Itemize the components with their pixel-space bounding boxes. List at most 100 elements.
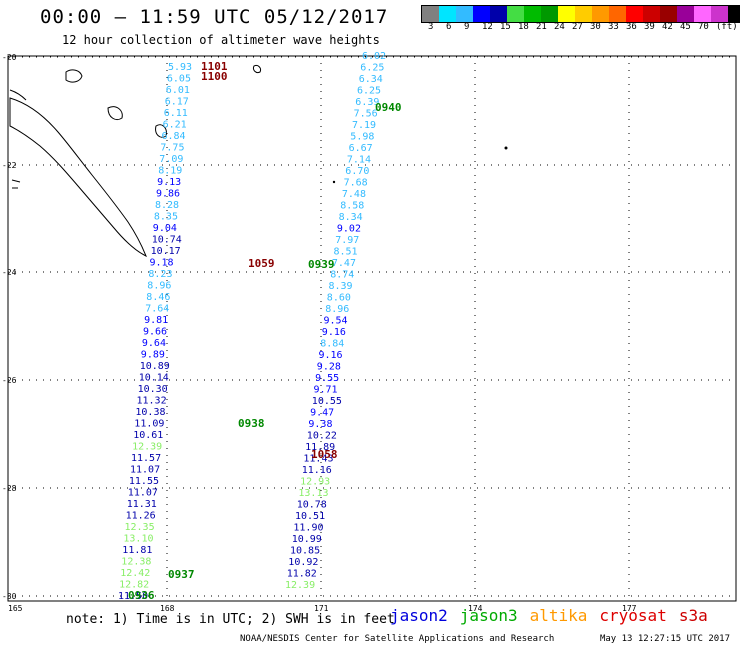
color-scale-label: 9: [464, 22, 470, 32]
wave-height-value: 10.92: [288, 557, 318, 568]
wave-height-value: 6.84: [162, 131, 186, 142]
map-frame: [7, 55, 737, 602]
wave-height-value: 6.11: [164, 108, 188, 119]
color-scale-label: 24: [554, 22, 565, 32]
pass-time-label: 1101: [201, 60, 228, 73]
color-scale-label: 6: [446, 22, 452, 32]
wave-height-value: 9.04: [153, 223, 177, 234]
generated-timestamp: May 13 12:27:15 UTC 2017: [599, 634, 730, 644]
wave-height-value: 9.89: [141, 350, 165, 361]
wave-height-value: 9.86: [156, 189, 180, 200]
longitude-label: 174: [468, 604, 483, 613]
longitude-label: 177: [622, 604, 637, 613]
wave-height-value: 6.34: [359, 74, 383, 85]
color-swatch: [422, 6, 439, 22]
wave-height-value: 11.31: [127, 499, 157, 510]
wave-height-value: 5.93: [168, 62, 192, 73]
color-scale-label: 45: [680, 22, 691, 32]
wave-height-value: 10.61: [133, 430, 163, 441]
latitude-label: -20: [2, 53, 17, 62]
wave-height-value: 11.50: [118, 591, 148, 602]
color-scale-label: 33: [608, 22, 619, 32]
pass-time-label: 0936: [128, 589, 155, 602]
wave-height-value: 7.47: [332, 258, 356, 269]
wave-height-value: 8.39: [329, 281, 353, 292]
pass-time-label: 0937: [168, 568, 195, 581]
wave-height-value: 9.28: [317, 362, 341, 373]
wave-height-value: 12.39: [132, 442, 162, 453]
latitude-label: -22: [2, 161, 17, 170]
map-border: [7, 55, 737, 602]
color-scale-label: 39: [644, 22, 655, 32]
wave-height-value: 10.55: [312, 396, 342, 407]
wave-height-value: 8.34: [339, 212, 363, 223]
wave-height-value: 9.54: [324, 316, 348, 327]
color-swatch: [575, 6, 592, 22]
wave-height-value: 6.25: [357, 86, 381, 97]
color-scale-label: 21: [536, 22, 547, 32]
wave-height-value: 7.56: [354, 109, 378, 120]
color-swatch: [660, 6, 677, 22]
wave-height-value: 9.81: [144, 315, 168, 326]
wave-height-value: 12.35: [125, 522, 155, 533]
color-scale-labels: 3 6 9 12 15 18 21 24 27 30 33 36 39 42 45 70 (ft): [421, 22, 738, 34]
wave-height-value: 5.98: [350, 132, 374, 143]
wave-height-value: 8.19: [158, 166, 182, 177]
wave-height-value: 13.13: [298, 488, 328, 499]
wave-height-value: 10.51: [295, 511, 325, 522]
latitude-label: -26: [2, 376, 17, 385]
wave-height-value: 10.78: [297, 500, 327, 511]
color-scale-label: 36: [626, 22, 637, 32]
wave-height-value: 8.58: [340, 201, 364, 212]
legend-jason2: jason2: [390, 606, 448, 625]
wave-height-value: 8.74: [330, 270, 354, 281]
color-swatch: [609, 6, 626, 22]
color-scale-label: 30: [590, 22, 601, 32]
coastline-islet: [253, 65, 261, 73]
wave-height-value: 10.99: [292, 534, 322, 545]
map-subtitle: 12 hour collection of altimeter wave hei…: [62, 33, 380, 47]
wave-height-value: 9.71: [314, 385, 338, 396]
wave-height-value: 6.05: [167, 74, 191, 85]
wave-height-value: 8.51: [334, 247, 358, 258]
wave-height-value: 11.26: [126, 511, 156, 522]
color-swatch: [643, 6, 660, 22]
wave-height-value: 12.93: [300, 477, 330, 488]
wave-height-value: 10.89: [140, 361, 170, 372]
wave-height-value: 6.25: [360, 63, 384, 74]
wave-height-value: 8.96: [147, 281, 171, 292]
color-swatch: [558, 6, 575, 22]
longitude-label: 168: [160, 604, 175, 613]
wave-height-value: 9.55: [315, 373, 339, 384]
wave-height-value: 10.17: [151, 246, 181, 257]
latitude-label: -24: [2, 268, 17, 277]
color-swatch: [592, 6, 609, 22]
wave-height-value: 11.82: [287, 569, 317, 580]
satellite-legend: jason2 jason3 altika cryosat s3a: [390, 606, 720, 625]
wave-height-value: 11.09: [134, 419, 164, 430]
wave-height-value: 8.28: [155, 200, 179, 211]
longitude-label: 171: [314, 604, 329, 613]
east-track: 6.026.256.346.256.397.567.195.986.677.14…: [285, 51, 386, 591]
wave-height-value: 7.48: [342, 189, 366, 200]
wave-height-value: 11.16: [302, 465, 332, 476]
wave-height-value: 8.46: [146, 292, 170, 303]
color-swatch: [711, 6, 728, 22]
wave-height-value: 10.74: [152, 235, 182, 246]
color-swatch: [524, 6, 541, 22]
pass-time-label: 0940: [375, 101, 402, 114]
color-scale-label: 15: [500, 22, 511, 32]
color-scale-label: 18: [518, 22, 529, 32]
wave-height-value: 9.18: [150, 258, 174, 269]
wave-height-value: 6.17: [165, 97, 189, 108]
pass-time-label: 1100: [201, 70, 228, 83]
legend-jason3: jason3: [459, 606, 518, 625]
wave-height-value: 10.22: [307, 431, 337, 442]
color-swatch: [626, 6, 643, 22]
wave-height-value: 10.85: [290, 546, 320, 557]
pass-time-label: 0938: [238, 417, 265, 430]
color-scale-label: 3: [428, 22, 434, 32]
legend-s3a: s3a: [678, 606, 708, 625]
wave-height-value: 6.39: [355, 97, 379, 108]
